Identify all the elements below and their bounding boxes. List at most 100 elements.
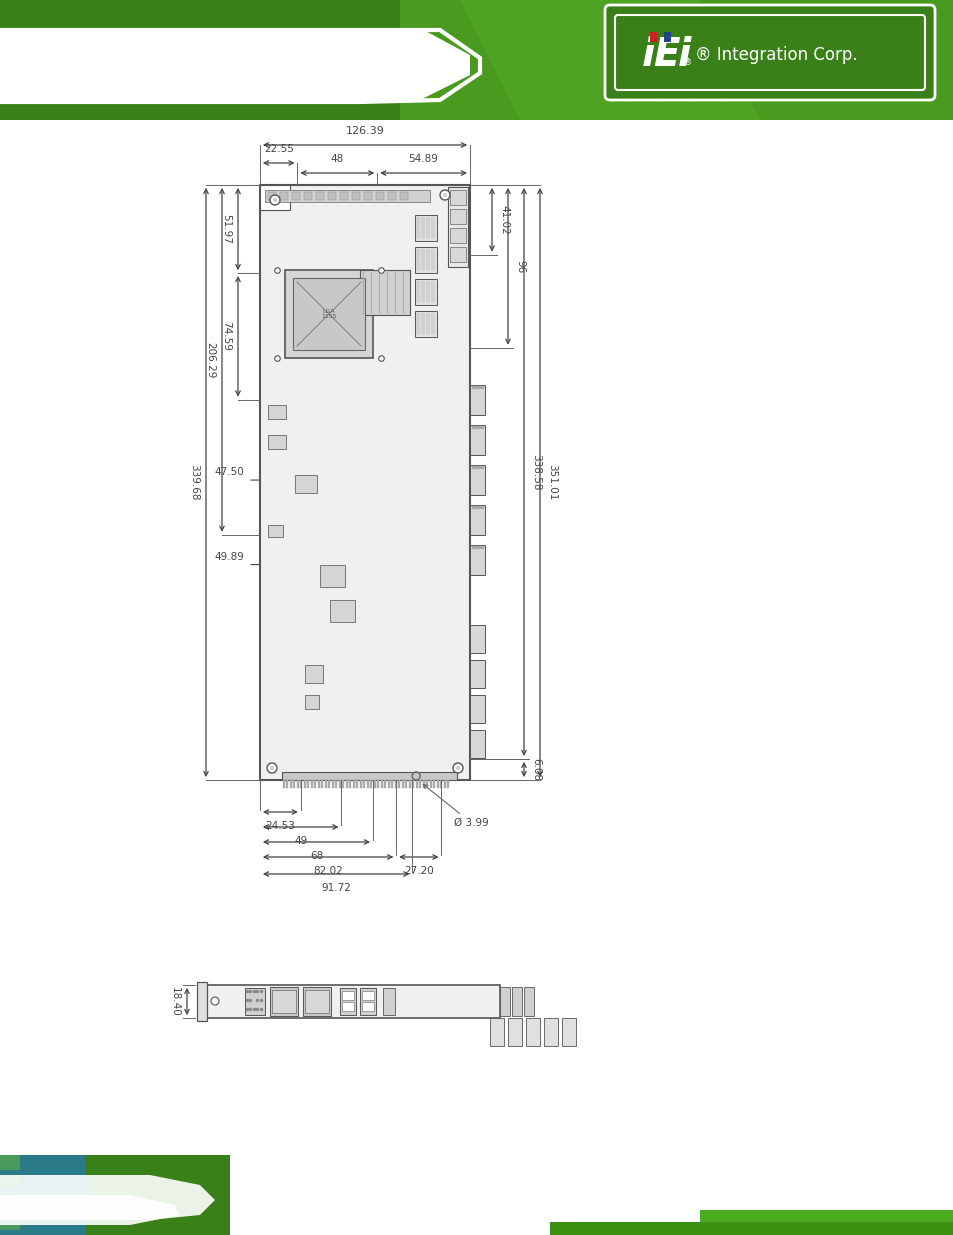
Bar <box>448 186 468 267</box>
Polygon shape <box>0 1195 180 1225</box>
Bar <box>374 781 375 788</box>
Text: i: i <box>677 36 690 74</box>
Bar <box>290 781 292 788</box>
Bar <box>338 781 340 788</box>
Bar <box>450 247 465 262</box>
Text: 74.59: 74.59 <box>221 321 231 351</box>
Polygon shape <box>609 0 700 120</box>
FancyBboxPatch shape <box>399 0 953 120</box>
Bar <box>364 191 372 200</box>
Polygon shape <box>669 0 760 120</box>
Bar <box>285 270 373 358</box>
Bar <box>300 781 302 788</box>
Text: 48: 48 <box>331 154 344 164</box>
Text: 47.50: 47.50 <box>214 467 244 477</box>
Bar <box>363 781 365 788</box>
Circle shape <box>442 193 447 198</box>
Bar <box>700 1210 953 1235</box>
Bar <box>349 781 351 788</box>
Bar <box>315 191 324 200</box>
Circle shape <box>439 190 450 200</box>
Text: 126.39: 126.39 <box>345 126 384 136</box>
Text: 351.01: 351.01 <box>546 464 557 500</box>
Bar <box>283 781 285 788</box>
Bar <box>0 1155 85 1235</box>
Bar <box>352 191 359 200</box>
Bar <box>196 982 207 1021</box>
Text: ® Integration Corp.: ® Integration Corp. <box>695 46 857 64</box>
Bar <box>332 781 334 788</box>
Polygon shape <box>0 1174 20 1191</box>
Circle shape <box>267 763 276 773</box>
Bar <box>296 781 298 788</box>
Bar <box>314 781 316 788</box>
Bar <box>436 781 438 788</box>
Text: E: E <box>652 36 679 74</box>
Circle shape <box>211 997 219 1005</box>
Bar <box>433 781 435 788</box>
Text: Ø 3.99: Ø 3.99 <box>423 784 489 827</box>
Polygon shape <box>459 0 550 120</box>
Text: 6.08: 6.08 <box>531 758 540 781</box>
Bar <box>303 987 331 1016</box>
Text: 338.58: 338.58 <box>531 453 540 490</box>
Circle shape <box>273 198 276 203</box>
Bar <box>370 781 372 788</box>
Bar <box>470 545 484 576</box>
Polygon shape <box>0 1195 20 1210</box>
Circle shape <box>270 766 274 769</box>
Bar <box>490 1018 503 1046</box>
Bar <box>523 987 534 1016</box>
Bar <box>305 990 329 1013</box>
Bar <box>205 986 499 1018</box>
Text: 96: 96 <box>515 259 524 273</box>
Bar <box>286 781 288 788</box>
Bar <box>319 564 345 587</box>
Bar <box>305 695 318 709</box>
Bar <box>384 781 386 788</box>
Polygon shape <box>0 35 459 96</box>
Text: 22.55: 22.55 <box>264 144 294 154</box>
Bar <box>359 781 361 788</box>
Polygon shape <box>0 56 430 88</box>
Bar <box>339 988 355 1015</box>
Bar <box>268 435 286 450</box>
Text: ®: ® <box>683 58 691 68</box>
Bar <box>307 781 309 788</box>
Bar <box>391 781 393 788</box>
Bar <box>282 772 456 781</box>
Bar <box>260 185 470 781</box>
Text: LGA
1155: LGA 1155 <box>321 309 336 320</box>
Bar <box>443 781 446 788</box>
Bar <box>339 191 348 200</box>
Circle shape <box>456 766 459 769</box>
Bar <box>293 278 365 350</box>
Bar <box>341 1002 354 1011</box>
Bar <box>507 1018 521 1046</box>
Bar <box>470 385 484 415</box>
Bar <box>561 1018 576 1046</box>
Bar <box>649 32 657 42</box>
Text: 206.29: 206.29 <box>205 342 214 378</box>
Bar <box>304 191 312 200</box>
Polygon shape <box>639 0 729 120</box>
Bar <box>543 1018 558 1046</box>
Circle shape <box>453 763 462 773</box>
Bar <box>0 1155 230 1235</box>
Circle shape <box>270 195 280 205</box>
Bar <box>388 781 390 788</box>
Bar <box>260 185 290 210</box>
Bar <box>470 425 484 454</box>
FancyBboxPatch shape <box>604 5 934 100</box>
Polygon shape <box>490 0 579 120</box>
Bar <box>430 781 432 788</box>
Polygon shape <box>519 0 609 120</box>
Text: 54.89: 54.89 <box>408 154 438 164</box>
Bar <box>447 781 449 788</box>
Bar <box>268 405 286 419</box>
Bar <box>335 781 337 788</box>
Polygon shape <box>0 28 470 100</box>
Bar <box>399 191 408 200</box>
Bar <box>388 191 395 200</box>
Text: 49: 49 <box>294 836 307 846</box>
